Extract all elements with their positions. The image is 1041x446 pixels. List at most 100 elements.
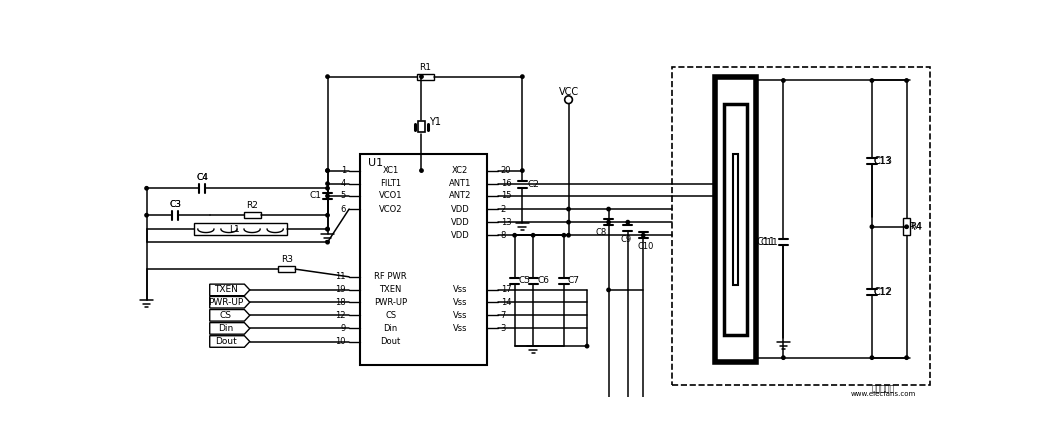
Circle shape — [326, 227, 329, 231]
Text: C12: C12 — [873, 287, 892, 297]
Circle shape — [567, 234, 570, 237]
Text: R4: R4 — [910, 222, 922, 232]
Polygon shape — [209, 284, 250, 296]
Bar — [244, 212, 260, 218]
Polygon shape — [209, 322, 250, 334]
Circle shape — [513, 234, 516, 237]
Bar — [904, 218, 910, 235]
Text: CS: CS — [220, 311, 232, 320]
Circle shape — [326, 214, 329, 217]
Text: C11: C11 — [757, 237, 776, 247]
Text: C9: C9 — [620, 235, 632, 244]
Text: 4: 4 — [340, 179, 346, 188]
Text: R2: R2 — [246, 202, 258, 211]
Text: 7: 7 — [501, 311, 506, 320]
Bar — [733, 153, 738, 285]
Circle shape — [145, 214, 148, 217]
Text: CS: CS — [385, 311, 397, 320]
Text: C3: C3 — [169, 200, 181, 209]
Text: C8: C8 — [595, 228, 607, 237]
Text: U1: U1 — [367, 158, 383, 168]
Text: C2: C2 — [527, 180, 539, 189]
Circle shape — [520, 75, 524, 78]
Circle shape — [567, 207, 570, 211]
Text: Vss: Vss — [453, 311, 467, 320]
Text: VDD: VDD — [451, 205, 469, 214]
Text: R3: R3 — [281, 256, 293, 264]
Text: 3: 3 — [501, 324, 506, 333]
Bar — [278, 266, 296, 272]
Text: C4: C4 — [196, 173, 208, 182]
Text: 6: 6 — [340, 205, 346, 214]
Circle shape — [420, 169, 424, 172]
Text: 5: 5 — [340, 191, 346, 200]
Circle shape — [326, 182, 329, 186]
Text: 16: 16 — [501, 179, 511, 188]
Text: TXEN: TXEN — [380, 285, 402, 294]
Text: C11: C11 — [761, 238, 779, 247]
Bar — [195, 223, 286, 235]
Bar — [715, 77, 757, 362]
Text: ANT1: ANT1 — [449, 179, 472, 188]
Text: RF PWR: RF PWR — [375, 273, 407, 281]
Text: Dout: Dout — [215, 337, 236, 346]
Circle shape — [641, 234, 645, 237]
Circle shape — [532, 234, 535, 237]
Polygon shape — [209, 310, 250, 321]
Text: 1: 1 — [340, 166, 346, 175]
Text: R4: R4 — [910, 222, 921, 231]
Text: VDD: VDD — [451, 231, 469, 240]
Text: PWR-UP: PWR-UP — [208, 298, 244, 307]
Text: Dout: Dout — [381, 337, 401, 346]
Text: C7: C7 — [568, 276, 580, 285]
Text: 15: 15 — [501, 191, 511, 200]
Circle shape — [585, 344, 589, 348]
Text: 18: 18 — [335, 298, 346, 307]
Circle shape — [326, 240, 329, 244]
Text: C12: C12 — [873, 288, 891, 297]
Circle shape — [870, 356, 873, 359]
Circle shape — [905, 79, 908, 82]
Bar — [418, 121, 425, 132]
Text: 20: 20 — [501, 166, 511, 175]
Text: R1: R1 — [420, 63, 431, 72]
Circle shape — [145, 186, 148, 190]
Polygon shape — [209, 336, 250, 347]
Polygon shape — [209, 297, 250, 308]
Text: 13: 13 — [501, 218, 511, 227]
Text: 12: 12 — [335, 311, 346, 320]
Circle shape — [782, 356, 785, 359]
Circle shape — [326, 186, 329, 190]
Text: VDD: VDD — [451, 218, 469, 227]
Circle shape — [326, 227, 329, 231]
Text: 电子发烧友: 电子发烧友 — [872, 384, 895, 393]
Text: Din: Din — [219, 324, 233, 333]
Text: FILT1: FILT1 — [380, 179, 401, 188]
Text: www.elecfans.com: www.elecfans.com — [850, 391, 916, 397]
Text: XC2: XC2 — [452, 166, 468, 175]
Circle shape — [326, 75, 329, 78]
Circle shape — [905, 225, 908, 228]
Circle shape — [326, 169, 329, 172]
Text: VCO1: VCO1 — [379, 191, 403, 200]
Circle shape — [420, 75, 424, 78]
Circle shape — [562, 234, 565, 237]
Circle shape — [607, 288, 610, 292]
Text: Vss: Vss — [453, 298, 467, 307]
Text: 14: 14 — [501, 298, 511, 307]
Text: C5: C5 — [518, 276, 531, 285]
Text: C13: C13 — [873, 157, 891, 166]
Text: C6: C6 — [537, 276, 550, 285]
Circle shape — [870, 225, 873, 228]
Circle shape — [782, 79, 785, 82]
Text: VCO2: VCO2 — [379, 205, 403, 214]
Text: C3: C3 — [169, 200, 181, 209]
Circle shape — [607, 220, 610, 224]
Bar — [416, 74, 434, 80]
Text: C1: C1 — [309, 191, 322, 200]
Circle shape — [567, 220, 570, 224]
Text: Y1: Y1 — [429, 117, 441, 127]
Text: 8: 8 — [501, 231, 506, 240]
Bar — [360, 153, 487, 365]
Text: 9: 9 — [340, 324, 346, 333]
